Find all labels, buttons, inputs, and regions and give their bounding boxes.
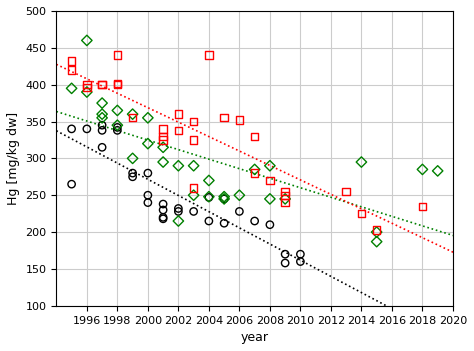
Point: [190, 163, 197, 168]
Point: [98, 122, 106, 128]
Point: [159, 201, 167, 207]
Point: [129, 170, 137, 176]
Point: [114, 125, 121, 130]
Point: [159, 214, 167, 220]
Point: [205, 194, 213, 199]
Point: [282, 251, 289, 257]
Point: [190, 192, 197, 198]
Point: [159, 126, 167, 132]
Point: [114, 108, 121, 113]
Point: [236, 117, 243, 123]
Point: [419, 204, 426, 209]
Point: [129, 174, 137, 180]
Point: [174, 208, 182, 214]
Point: [373, 229, 381, 235]
Point: [68, 58, 75, 64]
Point: [83, 82, 91, 87]
Point: [236, 208, 243, 214]
Point: [159, 137, 167, 143]
Point: [297, 259, 304, 264]
Point: [220, 194, 228, 199]
Point: [205, 178, 213, 183]
Point: [357, 159, 365, 165]
Point: [68, 181, 75, 187]
Point: [83, 38, 91, 43]
Point: [174, 218, 182, 224]
Point: [98, 100, 106, 106]
Point: [266, 222, 273, 227]
Point: [144, 192, 152, 198]
Point: [159, 145, 167, 150]
Point: [114, 52, 121, 58]
Point: [251, 170, 258, 176]
Point: [282, 196, 289, 202]
Point: [266, 178, 273, 183]
Point: [174, 206, 182, 211]
Point: [236, 192, 243, 198]
Point: [251, 167, 258, 172]
Point: [68, 126, 75, 132]
Point: [251, 133, 258, 139]
Point: [205, 194, 213, 200]
Point: [282, 192, 289, 198]
Point: [114, 82, 121, 87]
Point: [159, 133, 167, 139]
Point: [129, 111, 137, 117]
Point: [174, 163, 182, 168]
Point: [342, 189, 350, 194]
Point: [190, 137, 197, 143]
Point: [220, 196, 228, 202]
Point: [220, 196, 228, 202]
Point: [282, 189, 289, 194]
Point: [98, 82, 106, 87]
Point: [129, 155, 137, 161]
Point: [83, 126, 91, 132]
Y-axis label: Hg [mg/kg dw]: Hg [mg/kg dw]: [7, 112, 20, 205]
Point: [282, 260, 289, 266]
Point: [434, 168, 441, 174]
Point: [68, 67, 75, 73]
Point: [98, 115, 106, 121]
Point: [98, 127, 106, 133]
Point: [159, 216, 167, 221]
Point: [419, 167, 426, 172]
Point: [205, 52, 213, 58]
Point: [373, 239, 381, 244]
Point: [114, 122, 121, 128]
Point: [251, 218, 258, 224]
Point: [68, 86, 75, 91]
Point: [220, 220, 228, 226]
Point: [98, 145, 106, 150]
Point: [114, 80, 121, 86]
Point: [83, 89, 91, 95]
Point: [205, 218, 213, 224]
X-axis label: year: year: [241, 331, 269, 344]
Point: [144, 141, 152, 146]
Point: [144, 115, 152, 121]
Point: [190, 208, 197, 214]
Point: [98, 82, 106, 87]
Point: [357, 211, 365, 217]
Point: [190, 185, 197, 191]
Point: [129, 115, 137, 121]
Point: [282, 200, 289, 205]
Point: [174, 111, 182, 117]
Point: [174, 127, 182, 133]
Point: [373, 227, 381, 233]
Point: [190, 119, 197, 124]
Point: [159, 207, 167, 213]
Point: [266, 163, 273, 168]
Point: [144, 170, 152, 176]
Point: [159, 159, 167, 165]
Point: [266, 196, 273, 202]
Point: [220, 115, 228, 121]
Point: [297, 251, 304, 257]
Point: [83, 85, 91, 91]
Point: [114, 127, 121, 133]
Point: [144, 200, 152, 205]
Point: [98, 111, 106, 117]
